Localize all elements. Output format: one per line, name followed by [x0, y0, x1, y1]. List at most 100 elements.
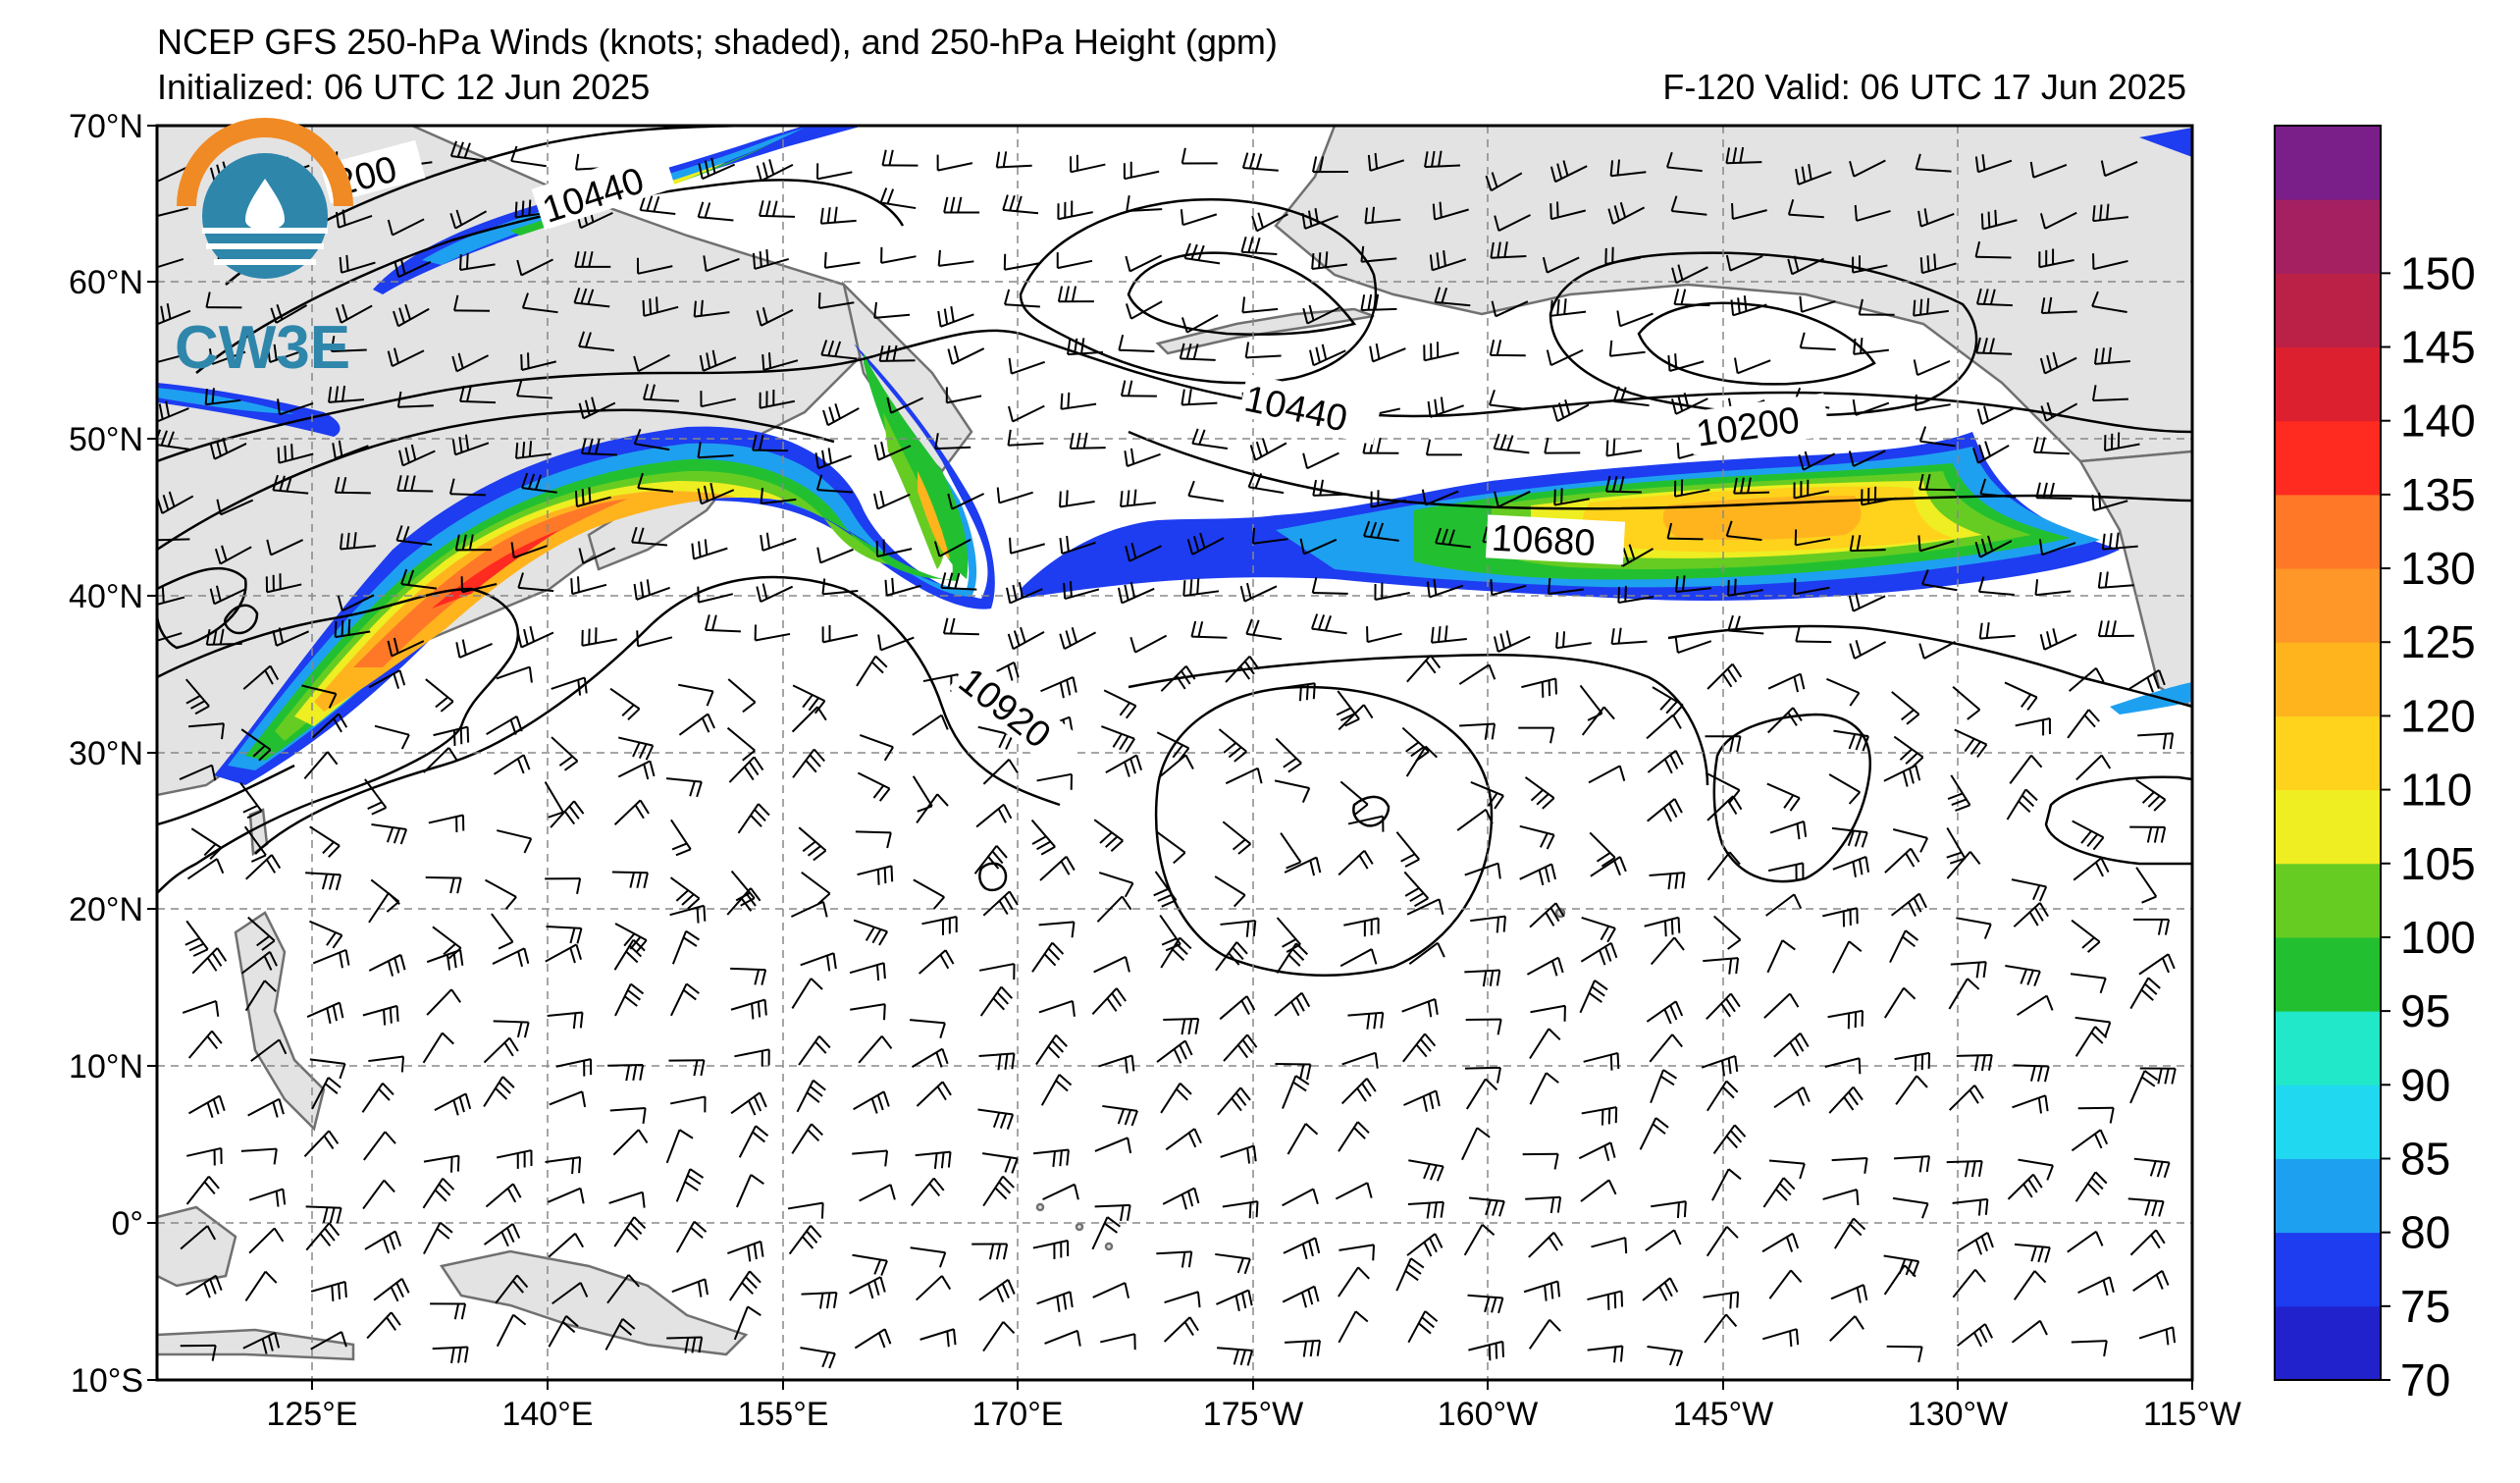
wind-barb	[1100, 1333, 1136, 1351]
wind-barb	[611, 871, 649, 889]
colorbar-tick-label: 90	[2400, 1059, 2450, 1110]
wind-barb	[760, 532, 797, 552]
wind-barb	[816, 163, 853, 181]
wind-barb	[1463, 1223, 1496, 1256]
colorbar-tick-label: 125	[2400, 616, 2476, 667]
wind-barb	[937, 249, 974, 267]
wind-barb	[606, 1274, 640, 1304]
wind-barb	[1794, 529, 1831, 547]
wind-barb	[1765, 893, 1803, 917]
wind-barb	[1974, 535, 2013, 558]
colorbar-tick-label: 75	[2400, 1281, 2450, 1332]
wind-barb	[1181, 314, 1219, 334]
wind-barb	[1341, 1051, 1379, 1069]
wind-barb	[1544, 437, 1581, 454]
wind-barb	[1590, 856, 1627, 877]
wind-barb	[1793, 479, 1829, 500]
logo-text: CW3E	[175, 314, 350, 382]
wind-barb	[1425, 439, 1462, 456]
wind-barb	[368, 1055, 405, 1073]
wind-barb	[2135, 778, 2167, 812]
wind-barb	[1282, 1188, 1319, 1207]
wind-barb	[521, 472, 557, 494]
wind-barb	[608, 1191, 646, 1208]
wind-barb	[157, 524, 190, 542]
wind-barb	[1707, 772, 1741, 804]
wind-barb	[801, 1291, 838, 1309]
wind-barb	[423, 1221, 453, 1254]
lon-label: 160°W	[1438, 1396, 1538, 1433]
wind-barb	[852, 1149, 889, 1167]
wind-barb	[157, 587, 185, 606]
wind-barb	[1519, 863, 1556, 886]
wind-barb	[1650, 936, 1685, 966]
wind-barb	[310, 1281, 347, 1301]
wind-barb	[1240, 237, 1278, 256]
wind-barb	[2129, 1070, 2159, 1104]
wind-barb	[940, 572, 977, 591]
wind-barb	[186, 858, 225, 880]
wind-barb	[240, 1147, 278, 1165]
wind-barb	[2091, 493, 2128, 512]
wind-barb	[205, 291, 242, 309]
wind-barb	[371, 823, 408, 845]
wind-barb	[1795, 625, 1832, 644]
wind-barb	[1406, 898, 1444, 916]
wind-barb	[734, 1048, 770, 1067]
wind-barb	[545, 1156, 582, 1175]
wind-barb	[1604, 246, 1641, 265]
wind-barb	[1706, 1226, 1739, 1257]
wind-barb	[1153, 871, 1178, 908]
wind-barb	[1120, 380, 1157, 397]
lat-label: 30°N	[69, 735, 143, 772]
wind-barb	[1884, 847, 1920, 874]
wind-barb	[516, 258, 553, 277]
wind-barb	[1832, 856, 1870, 877]
wind-barb	[675, 1168, 705, 1202]
wind-barb	[1921, 569, 1958, 592]
wind-barb	[1706, 992, 1741, 1021]
wind-barb	[1032, 1240, 1070, 1259]
wind-barb	[1156, 830, 1186, 865]
wind-barb	[520, 352, 557, 371]
wind-barb	[305, 872, 342, 891]
wind-barb	[493, 1020, 530, 1038]
wind-barb	[1403, 1089, 1441, 1112]
lon-label: 155°E	[737, 1396, 828, 1433]
wind-barb	[1799, 295, 1836, 313]
wind-barb	[2077, 1106, 2115, 1124]
wind-barb	[1002, 194, 1039, 215]
wind-barb	[1890, 892, 1927, 917]
wind-barb	[425, 678, 454, 713]
wind-barb	[1673, 289, 1710, 307]
wind-barb	[214, 545, 252, 565]
wind-barb	[1979, 478, 2017, 499]
wind-barb	[1703, 957, 1740, 975]
wind-barb	[548, 1187, 585, 1204]
wind-barb	[339, 254, 376, 274]
wind-barb	[873, 301, 911, 319]
wind-barb	[2097, 620, 2134, 638]
colorbar-tick-label: 135	[2400, 469, 2476, 520]
wind-barb	[1125, 300, 1163, 320]
wind-barb	[613, 799, 650, 826]
wind-barb	[792, 748, 825, 778]
wind-barb	[267, 344, 304, 363]
wind-barb	[612, 1129, 649, 1156]
colorbar-swatch	[2275, 642, 2381, 716]
wind-barb	[2014, 1243, 2051, 1263]
wind-barb	[1957, 1323, 1993, 1348]
wind-barb	[2011, 878, 2048, 902]
wind-barb	[1338, 1310, 1369, 1344]
wind-barb	[433, 725, 470, 746]
wind-barb	[455, 639, 493, 659]
wind-barb	[1490, 579, 1527, 597]
wind-barb	[1528, 1232, 1564, 1258]
wind-barb	[362, 1004, 399, 1026]
colorbar-swatch	[2275, 789, 2381, 865]
wind-barb	[1284, 856, 1322, 876]
wind-barb	[2009, 754, 2043, 784]
wind-barb	[1464, 1066, 1501, 1084]
wind-barb	[978, 1279, 1016, 1303]
wind-barb	[2129, 825, 2167, 843]
